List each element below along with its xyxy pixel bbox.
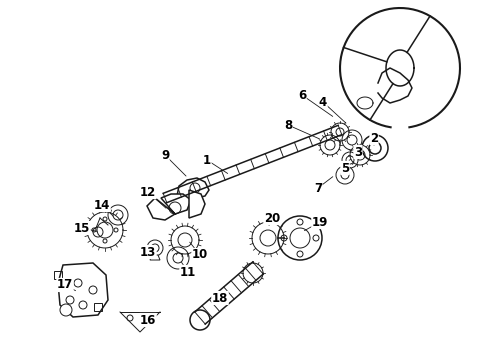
- Text: 8: 8: [284, 118, 292, 131]
- Text: 2: 2: [370, 131, 378, 144]
- Text: 12: 12: [140, 185, 156, 198]
- Circle shape: [108, 205, 128, 225]
- Text: 9: 9: [161, 149, 169, 162]
- Text: 14: 14: [94, 198, 110, 212]
- Polygon shape: [58, 263, 108, 317]
- Circle shape: [60, 304, 72, 316]
- Polygon shape: [147, 194, 191, 220]
- Text: 18: 18: [212, 292, 228, 305]
- Text: 19: 19: [312, 216, 328, 229]
- Text: 1: 1: [203, 153, 211, 166]
- Text: 7: 7: [314, 181, 322, 194]
- Text: 20: 20: [264, 212, 280, 225]
- Circle shape: [342, 152, 358, 168]
- Polygon shape: [150, 255, 160, 260]
- Polygon shape: [177, 178, 209, 200]
- Text: 4: 4: [319, 95, 327, 108]
- Text: 15: 15: [74, 221, 90, 234]
- Text: 10: 10: [192, 248, 208, 261]
- Text: 13: 13: [140, 246, 156, 258]
- Polygon shape: [189, 190, 205, 218]
- Text: 3: 3: [354, 145, 362, 158]
- Circle shape: [336, 166, 354, 184]
- Text: 5: 5: [341, 162, 349, 175]
- Bar: [54, 271, 62, 279]
- Text: 17: 17: [57, 279, 73, 292]
- Circle shape: [147, 240, 163, 256]
- Text: 6: 6: [298, 89, 306, 102]
- Text: 11: 11: [180, 266, 196, 279]
- Circle shape: [342, 130, 362, 150]
- Text: 16: 16: [140, 314, 156, 327]
- Bar: [94, 303, 102, 311]
- Circle shape: [167, 247, 189, 269]
- Circle shape: [362, 135, 388, 161]
